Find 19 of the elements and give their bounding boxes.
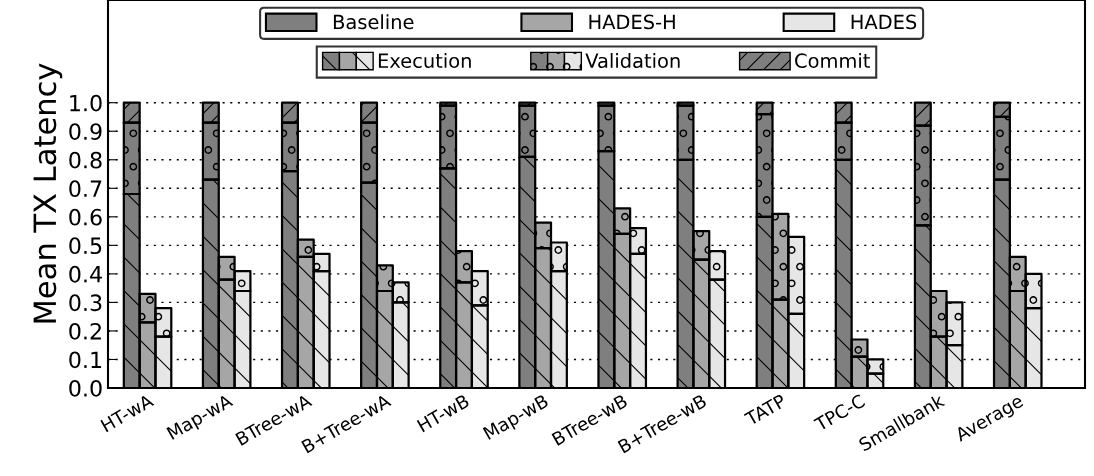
y-tick-label: 1.0 [70, 94, 102, 112]
annotation: HADES [851, 14, 917, 30]
y-tick-label: 0.0 [69, 379, 102, 397]
y-tick-label: 0.8 [69, 151, 102, 169]
y-tick-label: 0.4 [69, 265, 102, 283]
annotation: Baseline [333, 14, 414, 30]
legend-label: Validation [585, 53, 680, 69]
y-tick-label: 0.3 [69, 294, 102, 312]
y-tick-label: 0.2 [69, 322, 101, 340]
legend-label: Commit [795, 53, 870, 69]
y-tick-label: 0.1 [69, 351, 102, 369]
y-tick-label: 0.6 [69, 208, 102, 226]
x-tick-label: TATP [743, 393, 787, 427]
y-tick-label: 0.5 [69, 237, 102, 255]
annotation: HADES-H [589, 14, 675, 30]
y-tick-label: 0.9 [69, 123, 102, 140]
y-tick-label: 0.7 [69, 180, 102, 198]
y-axis-title: Mean TX Latency [33, 63, 63, 323]
legend-label: Execution [378, 53, 471, 69]
